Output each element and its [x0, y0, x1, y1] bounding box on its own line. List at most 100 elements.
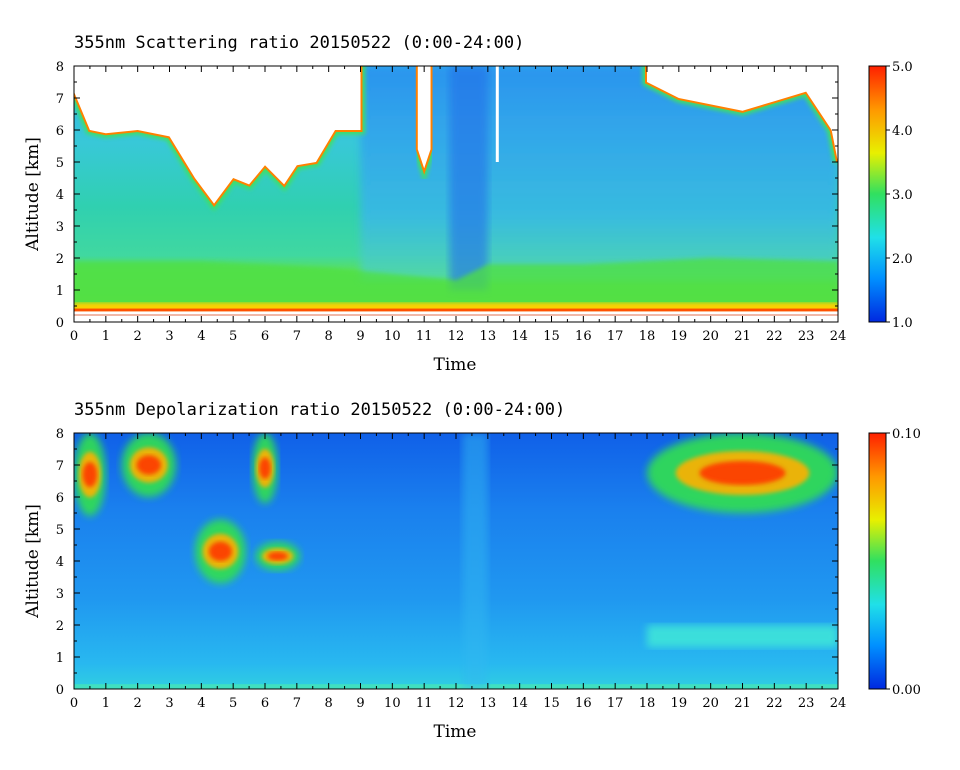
x-tick-label: 11	[416, 329, 433, 344]
colorbar-tick-label: 0.10	[892, 427, 921, 442]
colorbar-tick-label: 4.0	[892, 124, 913, 139]
x-tick-label: 12	[448, 696, 465, 711]
depol-region-core	[82, 462, 98, 488]
x-tick-label: 21	[734, 329, 751, 344]
aerosol-layer	[74, 258, 838, 306]
x-tick-label: 22	[766, 329, 783, 344]
surface-layer	[74, 302, 838, 311]
x-tick-label: 11	[416, 696, 433, 711]
y-axis-label: Altitude [km]	[23, 137, 43, 252]
surface-layer-core	[74, 308, 838, 312]
x-tick-label: 12	[448, 329, 465, 344]
x-tick-label: 8	[325, 329, 333, 344]
cloud-region	[74, 66, 361, 204]
x-tick-label: 13	[480, 329, 497, 344]
x-tick-label: 4	[197, 329, 205, 344]
y-tick-label: 0	[56, 683, 64, 698]
y-tick-label: 2	[56, 619, 64, 634]
y-tick-label: 7	[56, 459, 64, 474]
x-tick-label: 16	[575, 329, 592, 344]
cloud-region	[309, 66, 314, 114]
x-tick-label: 3	[165, 696, 173, 711]
x-tick-label: 20	[702, 696, 719, 711]
panel-title: 355nm Scattering ratio 20150522 (0:00-24…	[74, 33, 524, 53]
scattering-ratio-heatmap	[74, 66, 838, 322]
depol-region-core	[699, 461, 786, 485]
x-tick-label: 1	[102, 329, 110, 344]
y-tick-label: 5	[56, 523, 64, 538]
x-tick-label: 10	[384, 696, 401, 711]
elevated-aerosol-layer	[647, 625, 838, 648]
y-tick-label: 3	[56, 220, 64, 235]
y-tick-label: 0	[56, 316, 64, 331]
cloud-region	[417, 66, 431, 169]
x-tick-label: 6	[261, 696, 269, 711]
panel-title: 355nm Depolarization ratio 20150522 (0:0…	[74, 400, 565, 420]
x-tick-label: 23	[798, 329, 815, 344]
y-tick-label: 1	[56, 651, 64, 666]
x-tick-label: 9	[356, 329, 364, 344]
colorbar-tick-label: 1.0	[892, 316, 913, 331]
x-tick-label: 24	[830, 696, 847, 711]
x-tick-label: 21	[734, 696, 751, 711]
x-tick-label: 14	[511, 696, 528, 711]
x-tick-label: 15	[543, 329, 560, 344]
y-tick-label: 8	[56, 60, 64, 75]
x-tick-label: 17	[607, 696, 624, 711]
y-axis-label: Altitude [km]	[23, 504, 43, 619]
y-tick-label: 7	[56, 92, 64, 107]
x-tick-label: 16	[575, 696, 592, 711]
depolarization-ratio-heatmap	[74, 433, 838, 689]
depol-region-core	[136, 455, 161, 475]
axes: 0 1 2 3 4 5 6 7 8 9 10 11 12 13 14 15 16 17 18 19 20 21 22 23 24…	[56, 60, 847, 344]
x-tick-label: 15	[543, 696, 560, 711]
x-tick-label: 2	[134, 329, 142, 344]
x-tick-label: 13	[480, 696, 497, 711]
y-tick-label: 4	[56, 555, 64, 570]
x-tick-label: 9	[356, 696, 364, 711]
colorbar-tick-label: 0.00	[892, 683, 921, 698]
x-tick-label: 7	[293, 696, 301, 711]
x-tick-label: 22	[766, 696, 783, 711]
colorbar-tick-label: 2.0	[892, 252, 913, 267]
colorbar-scale	[868, 432, 887, 690]
x-tick-label: 2	[134, 696, 142, 711]
colorbar: 0.00 0.10	[868, 427, 921, 698]
x-tick-label: 5	[229, 329, 237, 344]
x-tick-label: 3	[165, 329, 173, 344]
x-tick-label: 7	[293, 329, 301, 344]
colorbar: 1.0 2.0 3.0 4.0 5.0	[868, 60, 913, 331]
x-tick-label: 8	[325, 696, 333, 711]
y-tick-label: 6	[56, 124, 64, 139]
x-tick-label: 24	[830, 329, 847, 344]
axes: 0 1 2 3 4 5 6 7 8 9 10 11 12 13 14 15 16 17 18 19 20 21 22 23 24…	[56, 427, 847, 711]
colorbar-tick-label: 3.0	[892, 188, 913, 203]
x-tick-label: 0	[70, 696, 78, 711]
x-tick-label: 17	[607, 329, 624, 344]
column-feature	[462, 433, 488, 689]
x-axis-label: Time	[434, 722, 477, 742]
y-tick-label: 1	[56, 284, 64, 299]
depol-region-core	[259, 457, 271, 479]
x-tick-label: 18	[639, 329, 656, 344]
y-tick-label: 3	[56, 587, 64, 602]
colorbar-tick-label: 5.0	[892, 60, 913, 75]
y-tick-label: 5	[56, 156, 64, 171]
x-tick-label: 0	[70, 329, 78, 344]
colorbar-scale	[868, 65, 887, 323]
depol-region-core	[267, 551, 288, 561]
x-tick-label: 14	[511, 329, 528, 344]
x-tick-label: 6	[261, 329, 269, 344]
y-tick-label: 2	[56, 252, 64, 267]
y-tick-label: 6	[56, 491, 64, 506]
depolarization-ratio-panel: 355nm Depolarization ratio 20150522 (0:0…	[23, 400, 921, 742]
y-tick-label: 4	[56, 188, 64, 203]
x-axis-label: Time	[434, 355, 477, 375]
low-signal-column	[449, 66, 488, 290]
y-tick-label: 8	[56, 427, 64, 442]
x-tick-label: 20	[702, 329, 719, 344]
depol-region-core	[208, 541, 232, 562]
x-tick-label: 19	[671, 696, 688, 711]
scattering-ratio-panel: 355nm Scattering ratio 20150522 (0:00-24…	[23, 33, 913, 375]
